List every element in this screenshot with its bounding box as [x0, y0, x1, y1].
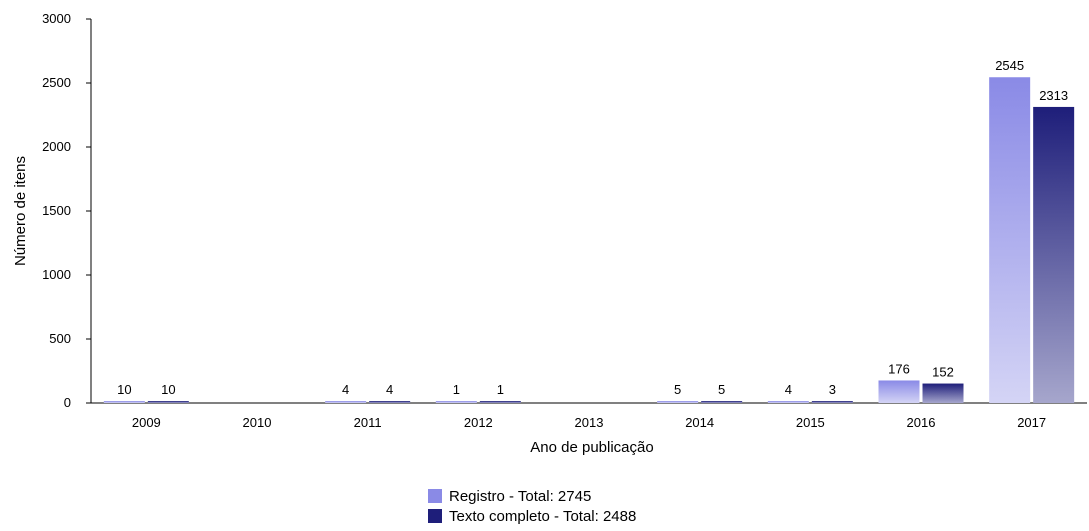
bar-texto-completo — [811, 401, 853, 403]
legend-item-registro: Registro - Total: 2745 — [428, 486, 636, 506]
bars: 10 10 4 4 1 1 5 5 4 3 176 152 2545 2313 — [103, 58, 1075, 404]
legend-swatch-registro — [428, 489, 442, 503]
y-tick-label: 0 — [64, 395, 71, 410]
data-label: 4 — [785, 382, 792, 397]
y-tick-label: 1500 — [42, 203, 71, 218]
x-tick-label: 2013 — [575, 415, 604, 430]
bar-texto-completo — [369, 401, 411, 403]
bar-registro — [657, 401, 699, 403]
legend-item-texto-completo: Texto completo - Total: 2488 — [428, 506, 636, 526]
y-tick-label: 3000 — [42, 11, 71, 26]
y-tick-label: 2500 — [42, 75, 71, 90]
bar-texto-completo — [922, 383, 964, 403]
data-label: 10 — [161, 382, 175, 397]
x-tick-label: 2015 — [796, 415, 825, 430]
bar-registro — [767, 401, 809, 403]
bar-registro — [989, 77, 1031, 404]
data-label: 152 — [932, 365, 954, 380]
bar-registro — [435, 401, 477, 403]
y-tick-label: 1000 — [42, 267, 71, 282]
bar-texto-completo — [701, 401, 743, 403]
data-label: 10 — [117, 382, 131, 397]
x-tick-label: 2017 — [1017, 415, 1046, 430]
data-label: 5 — [718, 382, 725, 397]
data-label: 3 — [829, 382, 836, 397]
bar-texto-completo — [479, 401, 521, 403]
bar-texto-completo — [147, 401, 189, 403]
legend-label-texto-completo: Texto completo - Total: 2488 — [449, 507, 637, 525]
data-label: 1 — [453, 382, 460, 397]
data-label: 2545 — [995, 58, 1024, 73]
bar-registro — [878, 380, 920, 403]
data-label: 1 — [497, 382, 504, 397]
y-tick-label: 500 — [49, 331, 71, 346]
bar-chart: 0 500 1000 1500 2000 2500 3000 2009 2010 2011 201… — [12, 11, 1087, 456]
y-axis-title: Número de itens — [12, 156, 29, 266]
bar-texto-completo — [1033, 106, 1075, 403]
bar-registro — [103, 401, 145, 403]
data-label: 2313 — [1039, 88, 1068, 103]
bar-registro — [325, 401, 367, 403]
data-label: 5 — [674, 382, 681, 397]
data-label: 4 — [342, 382, 349, 397]
x-tick-label: 2012 — [464, 415, 493, 430]
x-axis-title: Ano de publicação — [530, 439, 653, 456]
data-label: 4 — [386, 382, 393, 397]
y-axis: 0 500 1000 1500 2000 2500 3000 — [42, 11, 92, 410]
legend-swatch-texto-completo — [428, 509, 442, 523]
x-tick-label: 2010 — [243, 415, 272, 430]
x-tick-label: 2016 — [907, 415, 936, 430]
x-axis: 2009 2010 2011 2012 2013 2014 2015 2016 2017 — [91, 402, 1087, 430]
legend: Registro - Total: 2745 Texto completo - … — [428, 486, 636, 526]
y-tick-label: 2000 — [42, 139, 71, 154]
legend-label-registro: Registro - Total: 2745 — [449, 487, 592, 505]
x-tick-label: 2014 — [685, 415, 714, 430]
data-label: 176 — [888, 361, 910, 376]
x-tick-label: 2009 — [132, 415, 161, 430]
x-tick-label: 2011 — [354, 415, 382, 430]
